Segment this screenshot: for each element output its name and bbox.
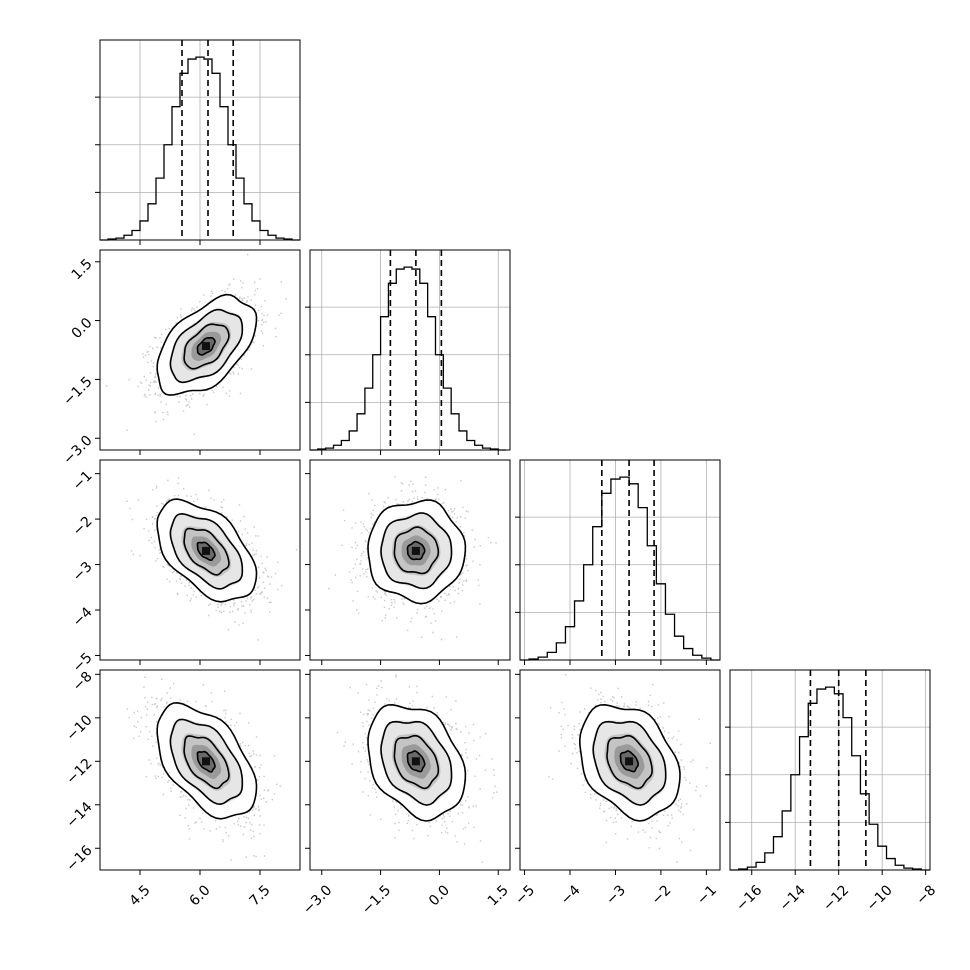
- hist-panel-3: [515, 459, 721, 665]
- contour-line: [156, 293, 258, 396]
- x-tick-label: −1: [694, 882, 720, 908]
- contour-line: [393, 734, 440, 790]
- contour-line: [619, 750, 640, 773]
- contour-line: [156, 701, 258, 820]
- scatter-panel-r2-c1: [95, 249, 301, 455]
- x-tick-label: −2: [649, 882, 675, 908]
- x-tick-label: −3.0: [300, 882, 335, 917]
- density-peak: [202, 546, 210, 555]
- scatter-panel-r4-c1: [95, 669, 301, 875]
- contour-line: [169, 512, 244, 590]
- contour-line: [578, 703, 681, 822]
- contour-line: [196, 337, 216, 356]
- contour-line: [367, 703, 467, 822]
- panel-content: [548, 674, 712, 863]
- x-tick-label: 0.0: [426, 882, 453, 909]
- contour-line: [592, 720, 667, 806]
- contour-line: [183, 735, 230, 790]
- panel-content: [126, 676, 281, 861]
- contour-line: [367, 499, 467, 605]
- density-peak: [625, 757, 634, 766]
- contour-line: [183, 323, 230, 370]
- panel-frame: [519, 459, 721, 661]
- scatter-panel-r3-c1: [95, 459, 301, 665]
- y-tick-label: −8: [70, 669, 96, 695]
- scatter-panel-r4-c2: [305, 669, 511, 875]
- contour-line: [393, 526, 440, 575]
- y-tick-label: 0.0: [69, 315, 96, 342]
- contour-line: [406, 750, 426, 773]
- density-peak: [411, 546, 420, 555]
- panel-content: [105, 253, 287, 435]
- contour-line: [196, 750, 216, 773]
- contour-line: [380, 720, 453, 806]
- hist-panel-1: [95, 39, 301, 245]
- contour-line: [196, 541, 216, 561]
- contour-line: [406, 540, 426, 561]
- y-tick-label: −12: [63, 756, 95, 788]
- panel-frame: [729, 669, 931, 871]
- x-tick-label: −12: [820, 882, 852, 914]
- histogram-steps: [520, 476, 720, 661]
- panel-frame: [519, 669, 721, 871]
- panel-frame: [309, 669, 511, 871]
- histogram-steps: [310, 266, 507, 451]
- x-tick-label: 1.5: [485, 882, 512, 909]
- panel-frame: [309, 249, 511, 451]
- y-tick-label: −1: [70, 468, 96, 494]
- hist-panel-4: [725, 669, 931, 875]
- panel-content: [336, 674, 498, 863]
- density-peak: [202, 757, 210, 766]
- y-tick-label: −14: [63, 799, 95, 831]
- scatter-points: [105, 253, 287, 435]
- histogram-steps: [100, 56, 300, 241]
- x-tick-label: 7.5: [247, 882, 274, 909]
- density-peak: [411, 757, 420, 766]
- x-tick-label: −5: [512, 882, 538, 908]
- x-tick-label: −4: [558, 882, 584, 908]
- x-tick-label: −1.5: [359, 882, 394, 917]
- y-tick-label: −1.5: [60, 374, 95, 409]
- contour-line: [169, 308, 244, 384]
- y-tick-label: −3.0: [60, 433, 95, 468]
- panel-frame: [309, 459, 511, 661]
- contour-line: [183, 527, 230, 576]
- x-tick-label: 4.5: [127, 882, 154, 909]
- hist-panel-2: [305, 249, 511, 455]
- y-tick-label: 1.5: [69, 256, 96, 283]
- x-tick-label: −16: [733, 882, 765, 914]
- panel-content: [126, 477, 298, 641]
- y-tick-label: −3: [70, 559, 96, 585]
- y-tick-label: −16: [63, 843, 95, 875]
- panel-content: [328, 475, 497, 641]
- contour-line: [606, 734, 653, 790]
- contour-line: [380, 512, 453, 590]
- scatter-panel-r4-c3: [515, 669, 721, 875]
- scatter-panel-r3-c2: [305, 459, 511, 665]
- y-tick-label: −2: [70, 513, 96, 539]
- x-tick-label: −8: [913, 882, 939, 908]
- x-tick-label: −14: [777, 882, 809, 914]
- histogram-steps: [730, 686, 930, 871]
- contour-line: [169, 718, 244, 806]
- x-tick-label: 6.0: [187, 882, 214, 909]
- x-tick-label: −3: [603, 882, 629, 908]
- y-tick-label: −10: [63, 712, 95, 744]
- density-peak: [202, 342, 210, 351]
- contour-line: [156, 498, 258, 603]
- y-tick-label: −4: [70, 604, 96, 630]
- x-tick-label: −10: [864, 882, 896, 914]
